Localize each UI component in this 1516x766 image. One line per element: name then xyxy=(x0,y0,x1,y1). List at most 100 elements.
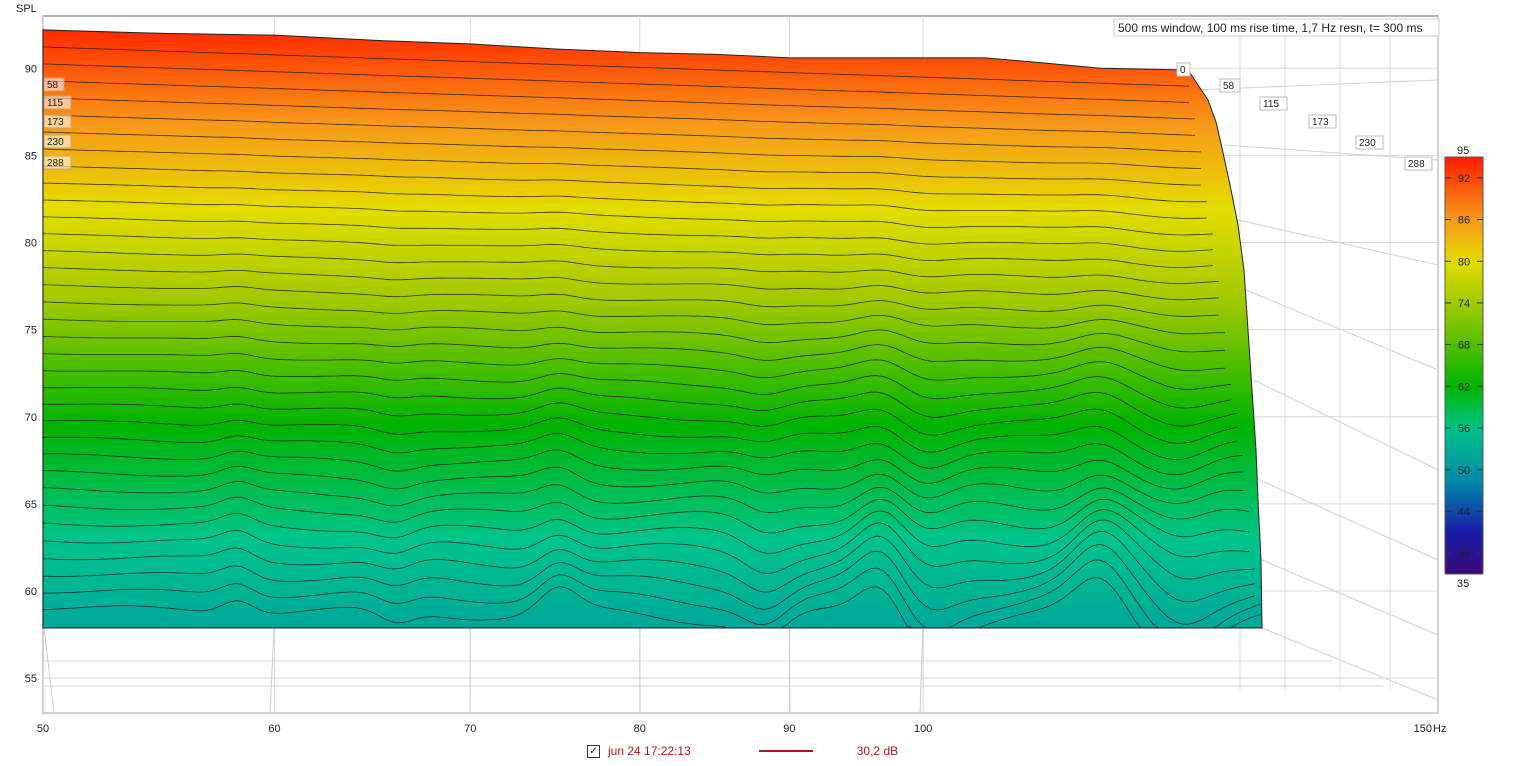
waterfall-surface xyxy=(42,29,1263,629)
contour-line xyxy=(43,386,1238,427)
contour-line xyxy=(42,148,1201,186)
y-axis: SPL 90 85 80 75 70 65 60 55 xyxy=(16,3,37,685)
time-label-box xyxy=(1404,156,1433,171)
contour-line xyxy=(42,402,1238,444)
colorbar-tick-label: 38 xyxy=(1458,548,1470,560)
time-label-box xyxy=(1176,62,1191,77)
time-label-box xyxy=(1308,114,1337,129)
time-label-box xyxy=(1355,135,1384,150)
time-label-box xyxy=(1259,96,1288,111)
contour-line xyxy=(42,465,1244,504)
contour-line xyxy=(42,216,1214,252)
right-wall-line xyxy=(1245,289,1439,371)
contour-line xyxy=(42,284,1220,317)
chart-title: 500 ms window, 100 ms rise time, 1,7 Hz … xyxy=(1118,21,1422,35)
contour-line xyxy=(42,250,1220,285)
time-label-right: 115 xyxy=(1263,99,1279,110)
measurement-line-swatch xyxy=(758,750,813,752)
time-label-box xyxy=(1219,78,1241,93)
time-label-box xyxy=(43,114,72,129)
surface-fill xyxy=(42,29,1263,629)
colorbar: 95 35 92 86 80 74 68 62 56 50 44 38 xyxy=(1444,145,1484,590)
time-label-right: 173 xyxy=(1312,117,1329,128)
time-axis: 0 58 115 173 230 288 58 115 173 230 288 xyxy=(43,62,1433,171)
y-tick-label: 90 xyxy=(25,63,37,75)
y-tick-label: 55 xyxy=(25,673,37,685)
contour-line xyxy=(42,63,1190,103)
floor-depth-line xyxy=(269,618,276,714)
contour-line xyxy=(42,519,1256,580)
time-label-left: 115 xyxy=(47,98,63,109)
y-tick-label: 70 xyxy=(25,412,37,424)
contour-line xyxy=(42,417,1238,461)
contour-line xyxy=(42,559,1262,629)
contour-line xyxy=(42,369,1232,409)
contour-line xyxy=(42,433,1244,476)
colorbar-tick-label: 92 xyxy=(1458,173,1470,185)
contour-line xyxy=(42,80,1196,120)
time-label-left: 173 xyxy=(47,117,64,128)
right-wall-line xyxy=(1261,627,1439,701)
x-tick-label: 150 xyxy=(1414,723,1432,735)
colorbar-tick-label: 56 xyxy=(1458,423,1470,435)
colorbar-tick-label: 86 xyxy=(1458,215,1470,227)
time-label-box xyxy=(43,77,65,92)
contour-line xyxy=(42,233,1214,268)
colorbar-tick-label: 44 xyxy=(1458,506,1470,518)
contour-line xyxy=(42,335,1226,372)
chart-title-box: 500 ms window, 100 ms rise time, 1,7 Hz … xyxy=(1113,18,1440,37)
time-label-box xyxy=(43,134,72,149)
measurement-value: 30,2 dB xyxy=(856,744,899,758)
x-tick-label: 80 xyxy=(634,723,646,735)
measurement-checkbox[interactable]: ✓ xyxy=(587,744,600,758)
contour-line xyxy=(42,496,1250,538)
colorbar-max: 95 xyxy=(1457,145,1469,157)
x-tick-label: 60 xyxy=(268,723,280,735)
x-tick-label: 70 xyxy=(464,723,476,735)
x-axis: Hz 50 60 70 80 90 100 150 xyxy=(37,723,1447,735)
contour-line xyxy=(43,449,1243,490)
y-axis-label: SPL xyxy=(16,3,37,15)
y-tick-label: 75 xyxy=(25,325,37,337)
contour-line xyxy=(42,352,1232,390)
time-label-right: 230 xyxy=(1359,138,1376,149)
y-tick-label: 80 xyxy=(25,238,37,250)
measurement-name: jun 24 17:22:13 xyxy=(608,744,691,758)
contour-line xyxy=(42,318,1226,353)
y-tick-label: 60 xyxy=(25,586,37,598)
colorbar-scale xyxy=(1444,156,1484,575)
y-tick-label: 85 xyxy=(25,150,37,162)
contour-line xyxy=(42,530,1256,603)
x-tick-label: 100 xyxy=(914,723,932,735)
time-label-right: 288 xyxy=(1408,159,1425,170)
contour-line xyxy=(42,543,1256,625)
contour-line xyxy=(42,165,1207,203)
contour-line xyxy=(42,481,1250,520)
contour-line xyxy=(42,509,1250,558)
time-label-right: 58 xyxy=(1223,81,1235,92)
contour-line xyxy=(42,131,1202,169)
contour-line xyxy=(42,199,1214,236)
time-label-left: 58 xyxy=(47,80,59,91)
colorbar-tick-label: 74 xyxy=(1458,298,1470,310)
time-label-left: 230 xyxy=(47,137,64,148)
contour-line xyxy=(42,182,1208,219)
contour-line xyxy=(42,301,1225,335)
time-label-left: 288 xyxy=(47,158,64,169)
contour-line xyxy=(42,97,1196,136)
colorbar-tick-label: 68 xyxy=(1458,340,1470,352)
contour-line xyxy=(42,114,1202,153)
colorbar-tick-label: 80 xyxy=(1458,256,1470,268)
colorbar-min: 35 xyxy=(1457,578,1469,590)
y-tick-label: 65 xyxy=(25,499,37,511)
right-wall-line xyxy=(1237,219,1439,266)
x-axis-unit: Hz xyxy=(1433,723,1446,735)
contour-line xyxy=(42,577,1262,629)
colorbar-tick-label: 50 xyxy=(1458,465,1470,477)
contour-line xyxy=(42,46,1190,87)
floor-depth-line xyxy=(919,618,924,714)
contour-line xyxy=(42,267,1220,301)
right-wall-line xyxy=(1259,479,1439,561)
